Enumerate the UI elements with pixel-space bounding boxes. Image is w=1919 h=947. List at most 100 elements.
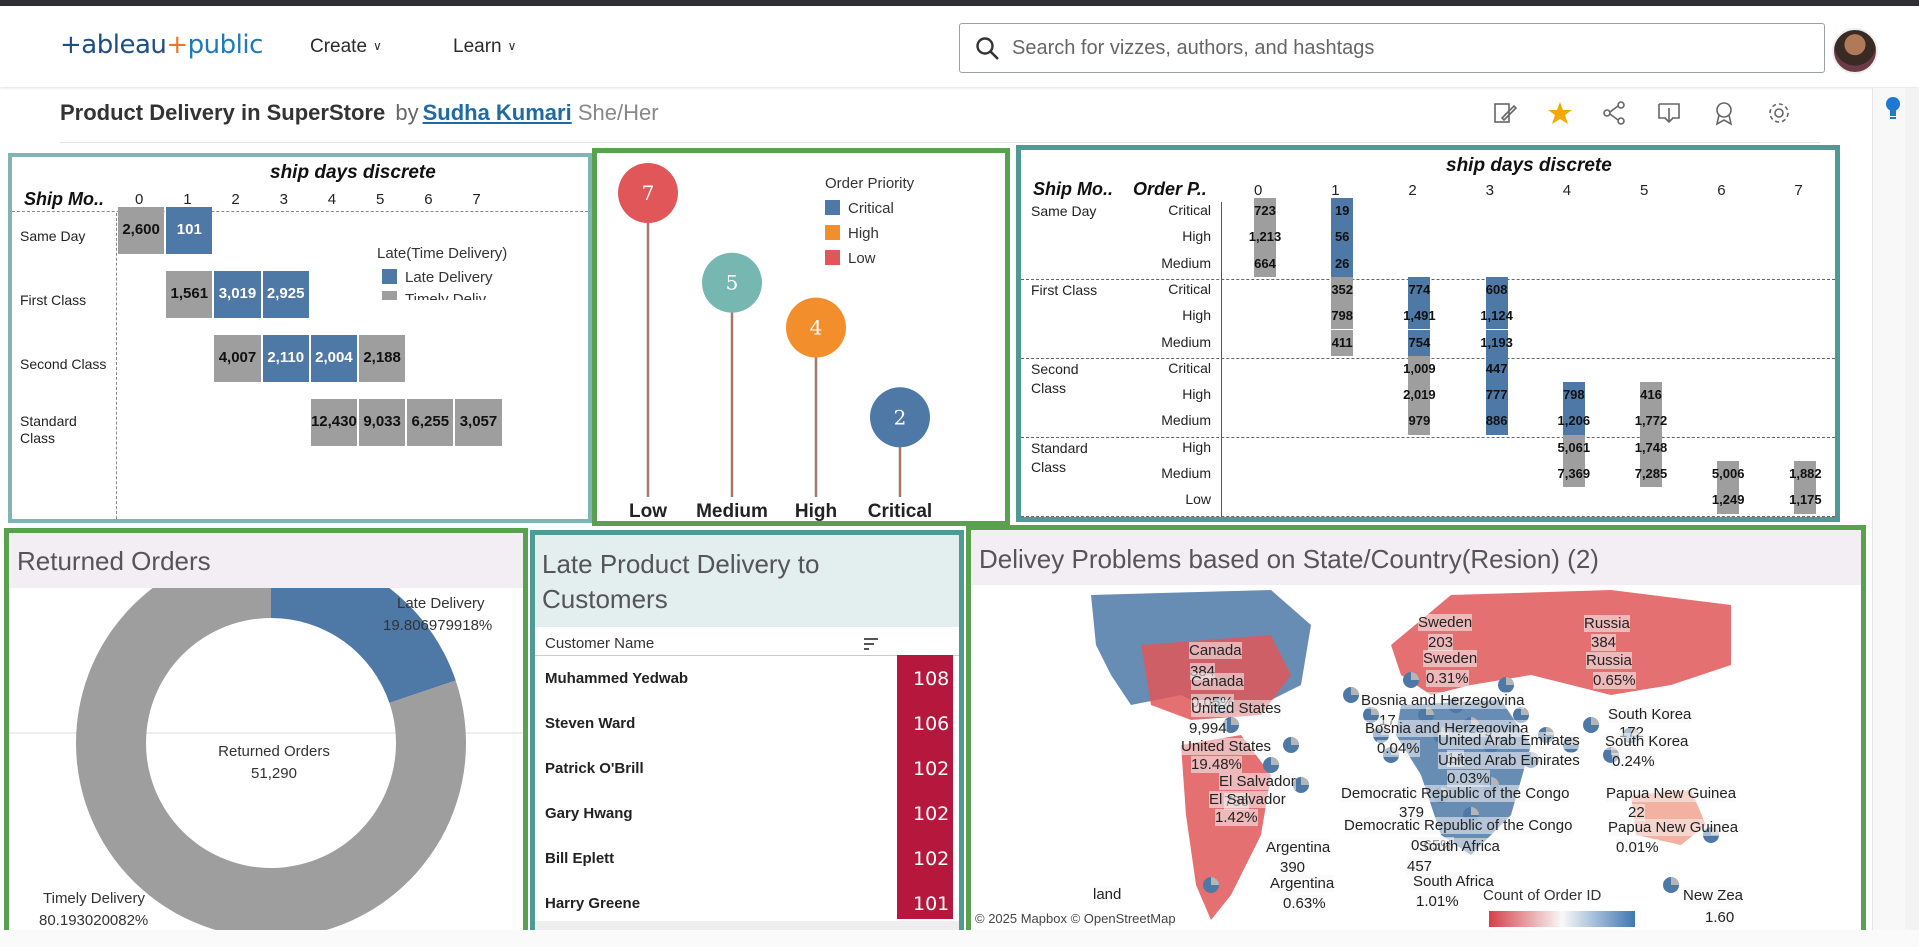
customer-name[interactable]: Patrick O'Brill: [545, 760, 644, 777]
bar-mark[interactable]: [1640, 461, 1662, 488]
scrollbar[interactable]: [1905, 88, 1919, 947]
cell-value: 4,007: [218, 349, 257, 366]
cell-value: 12,430: [310, 413, 357, 430]
heat-cell[interactable]: 1,561: [166, 271, 213, 318]
heat-cell[interactable]: 2,925: [262, 271, 309, 318]
bar-mark[interactable]: [1331, 224, 1354, 251]
map-label: United States: [1191, 700, 1282, 717]
column-label: 7: [472, 191, 481, 208]
map-label: 0.63%: [1283, 895, 1326, 912]
map-label: 1.42%: [1215, 809, 1258, 826]
map-label: South Korea: [1605, 733, 1689, 750]
heat-cell[interactable]: 2,110: [262, 335, 309, 382]
bar-mark[interactable]: [1331, 276, 1354, 304]
bar-mark[interactable]: [1485, 382, 1508, 409]
sort-icon[interactable]: [863, 637, 879, 651]
map-label: 1.60: [1705, 909, 1735, 926]
bar-mark[interactable]: [1794, 461, 1817, 488]
legend-late: Late Delivery: [382, 269, 493, 286]
bar-mark[interactable]: [1562, 434, 1585, 461]
logo-plus: +: [166, 30, 188, 60]
bar-mark[interactable]: [1485, 355, 1508, 383]
create-menu[interactable]: Create ∨: [310, 36, 382, 58]
bar-mark[interactable]: [1562, 461, 1585, 488]
customer-name[interactable]: Steven Ward: [545, 715, 636, 732]
lightbulb-icon[interactable]: [1885, 96, 1901, 124]
bar-mark[interactable]: [1254, 224, 1276, 251]
bar-mark[interactable]: [1640, 382, 1662, 409]
bar-mark[interactable]: [1331, 250, 1354, 277]
heat-cell[interactable]: 3,019: [214, 271, 261, 318]
heat-cell[interactable]: 2,004: [310, 335, 357, 382]
heat-cell[interactable]: 12,430: [310, 399, 357, 446]
bar-mark[interactable]: [1562, 382, 1585, 409]
lollipop-head[interactable]: [870, 387, 930, 448]
heat-cell[interactable]: 2,188: [359, 335, 406, 382]
bar-mark[interactable]: [1717, 487, 1740, 514]
priority-label: High: [1182, 438, 1211, 455]
top-strip: [0, 0, 1919, 6]
ship-mode-label: Standard Class: [1031, 439, 1088, 475]
bar-mark[interactable]: [1717, 461, 1740, 488]
map-label: Sweden: [1418, 614, 1473, 631]
legend-swatch: [825, 200, 840, 215]
legend-swatch: [382, 269, 397, 284]
bar-mark[interactable]: [1485, 329, 1508, 356]
customer-name[interactable]: Harry Greene: [545, 895, 641, 912]
download-icon[interactable]: [1656, 100, 1682, 126]
cell-value: 1,213: [1248, 229, 1282, 245]
bar-mark[interactable]: [1794, 487, 1817, 514]
bar-mark[interactable]: [1485, 408, 1508, 435]
bar-mark[interactable]: [1254, 198, 1276, 225]
heat-cell[interactable]: 3,057: [455, 399, 502, 446]
heat-cell[interactable]: 2,600: [118, 207, 165, 254]
customer-name[interactable]: Gary Hwang: [545, 805, 633, 822]
lollipop-value: 4: [810, 316, 823, 340]
heat-cell[interactable]: 4,007: [214, 335, 261, 382]
bar-mark[interactable]: [1408, 408, 1431, 435]
customer-name[interactable]: Muhammed Yedwab: [545, 670, 689, 687]
bar-mark[interactable]: [1254, 250, 1276, 277]
bar-mark[interactable]: [1408, 355, 1431, 383]
bar-mark[interactable]: [1640, 408, 1662, 435]
bar-mark[interactable]: [1408, 303, 1431, 330]
tableau-public-logo[interactable]: +ableau+public: [60, 30, 263, 60]
bar-mark[interactable]: [1562, 408, 1585, 435]
author-link[interactable]: Sudha Kumari: [422, 100, 572, 125]
donut-slice-timely[interactable]: [76, 588, 466, 931]
search-input[interactable]: [1012, 32, 1802, 64]
lollipop-head[interactable]: [702, 252, 762, 313]
bar-mark[interactable]: [1331, 303, 1354, 330]
heat-cell[interactable]: 6,255: [407, 399, 454, 446]
lollipop-head[interactable]: [786, 297, 846, 358]
heat-cell[interactable]: 9,033: [359, 399, 406, 446]
cell-value: 664: [1254, 255, 1276, 271]
lollipop-head[interactable]: [618, 163, 678, 223]
bar-mark[interactable]: [1485, 276, 1508, 304]
column-label: 3: [1485, 182, 1494, 199]
bar-mark[interactable]: [1485, 303, 1508, 330]
column-label: 0: [135, 191, 144, 208]
bar-mark[interactable]: [1331, 329, 1354, 356]
heat-cell[interactable]: 101: [166, 207, 213, 254]
legend-late-label: Late Delivery: [405, 269, 493, 286]
bar-mark[interactable]: [1331, 198, 1354, 225]
legend-title: Late(Time Delivery): [377, 245, 508, 262]
donut-slice-late[interactable]: [271, 588, 456, 703]
share-icon[interactable]: [1601, 100, 1627, 126]
pie-marker-slice: [1211, 877, 1219, 885]
favorite-star-icon[interactable]: [1547, 100, 1573, 126]
cell-value: 1,491: [1403, 308, 1436, 324]
map-label: United States: [1181, 738, 1272, 755]
map-label: 0.01%: [1616, 839, 1659, 856]
bar-mark[interactable]: [1408, 329, 1431, 356]
badge-icon[interactable]: [1711, 100, 1737, 126]
bar-mark[interactable]: [1408, 382, 1431, 409]
user-avatar[interactable]: [1832, 28, 1878, 74]
learn-menu[interactable]: Learn ∨: [453, 36, 516, 58]
edit-icon[interactable]: [1492, 100, 1518, 126]
bar-mark[interactable]: [1408, 276, 1431, 304]
bar-mark[interactable]: [1640, 434, 1662, 461]
gear-icon[interactable]: [1766, 100, 1792, 126]
customer-name[interactable]: Bill Eplett: [545, 850, 615, 867]
